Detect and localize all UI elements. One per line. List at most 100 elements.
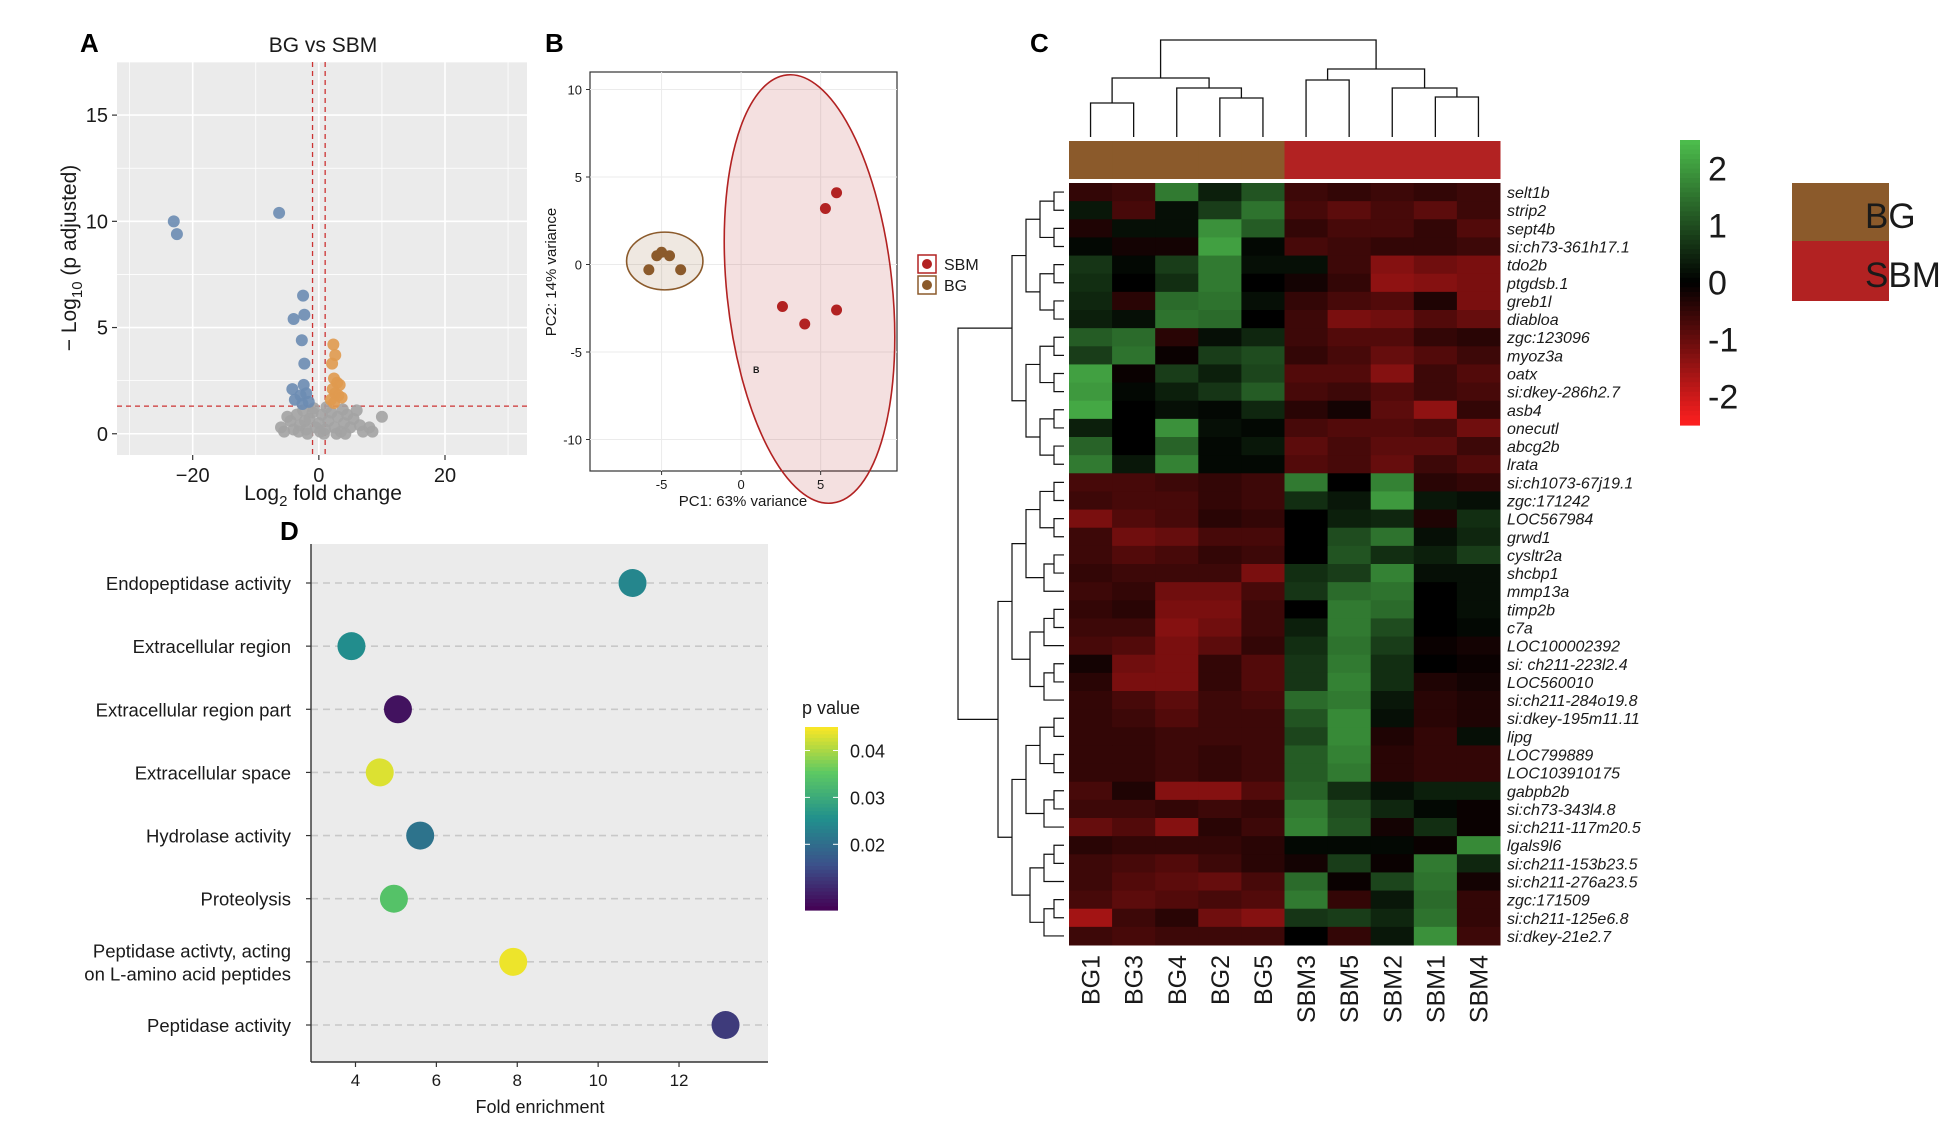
heatmap-cell [1069,745,1113,765]
heatmap-cell [1069,781,1113,801]
heatmap-cell [1284,763,1329,783]
heatmap-cell [1413,255,1458,275]
volcano-point-down [273,206,286,219]
heatmap-cell [1112,291,1156,311]
heatmap-cell [1284,836,1329,855]
pca-legend-dot-sbm [922,259,932,269]
volcano-y-tick-label: 5 [97,318,108,340]
heatmap-cell [1241,763,1285,783]
heatmap-cell [1069,237,1113,257]
heatmap-cell [1155,219,1199,238]
heatmap-cell [1327,201,1372,220]
heatmap-cell [1456,183,1501,202]
heatmap-cell [1069,564,1113,583]
heatmap-cell [1327,600,1372,619]
heatmap-cell [1456,654,1501,674]
heatmap-cell [1284,291,1329,311]
color-scale-step [1680,320,1700,326]
heatmap-cell [1069,346,1113,365]
heatmap-cell [1284,890,1329,910]
color-scale-tick-label: 2 [1708,151,1727,189]
heatmap-cell [1370,183,1415,202]
heatmap-cell [1198,545,1242,565]
heatmap-cell [1284,273,1329,293]
heatmap-cell [1112,908,1156,928]
heatmap-cell [1198,763,1242,783]
color-scale-step [1680,396,1700,402]
heatmap-cell [1069,636,1113,656]
group-legend-label-sbm: SBM [1865,256,1941,295]
heatmap-cell [1456,545,1501,565]
heatmap-cell [1327,564,1372,583]
color-scale-step [1680,301,1700,307]
heatmap-cell [1112,709,1156,728]
panel-label-a: A [80,28,99,58]
heatmap-cell [1327,854,1372,873]
heatmap-cell [1069,654,1113,674]
row-dendro-link [1029,631,1044,688]
heatmap-cell [1370,691,1415,710]
heatmap-cell [1370,709,1415,728]
heatmap-cell [1198,799,1242,819]
heatmap-cell [1155,727,1199,746]
volcano-y-axis-label: − Log10 (p adjusted) [58,165,86,352]
heatmap-cell [1370,781,1415,801]
heatmap-cell [1327,763,1372,783]
heatmap-cell [1284,545,1329,565]
col-dendro-link [1305,79,1350,137]
heatmap-cell [1413,564,1458,583]
row-dendro-link [1025,363,1040,438]
heatmap-cell [1413,491,1458,511]
heatmap-cell [1155,437,1199,456]
heatmap-cell [1413,582,1458,601]
heatmap-cell [1456,618,1501,638]
heatmap-cell [1112,781,1156,801]
col-dendro-link [1089,102,1135,137]
row-dendro-link [1039,200,1054,239]
volcano-point-ns [375,410,388,423]
heatmap-cell [1198,328,1242,347]
heatmap-cell [1198,437,1242,456]
heatmap-row-label: onecutl [1507,421,1559,438]
enrichment-legend-step [805,858,838,864]
heatmap-row-label: LOC567984 [1507,512,1593,529]
heatmap-cell [1069,799,1113,819]
volcano-thresholds [117,62,527,455]
pca-point-sbm [831,304,843,316]
heatmap-cell [1112,364,1156,384]
pca-y-tick-label: -5 [570,345,582,360]
volcano-x-axis-label: Log2 fold change [244,482,402,510]
heatmap-cell [1456,745,1501,765]
heatmap-cell [1413,237,1458,257]
enrichment-term-label: on L-amino acid peptides [84,963,291,984]
heatmap-group-cell-sbm [1456,141,1501,179]
enrichment-legend-step [805,811,838,816]
enrichment-points [337,569,740,1039]
heatmap-cell [1241,745,1285,765]
enrichment-x-tick-label: 10 [589,1071,608,1090]
volcano-x-label-sub: 2 [279,493,287,510]
heatmap-cell [1284,854,1329,873]
heatmap-cell [1069,291,1113,311]
heatmap-cell [1069,491,1113,511]
heatmap-cell [1456,255,1501,275]
row-dendro-link [1029,867,1044,923]
heatmap-cell [1370,564,1415,583]
heatmap-cell [1155,799,1199,819]
heatmap-cell [1241,382,1285,402]
heatmap-cell [1069,618,1113,638]
enrichment-legend-step [805,847,838,853]
row-dendro-link [1053,191,1064,211]
heatmap-cell [1284,654,1329,674]
heatmap-cell [1413,364,1458,384]
heatmap-cell [1241,237,1285,257]
enrichment-legend-step [805,902,838,907]
heatmap-cell [1327,328,1372,347]
heatmap-cell [1241,691,1285,710]
heatmap-cell [1370,727,1415,746]
heatmap-cell [1284,781,1329,801]
heatmap-cell [1456,727,1501,746]
enrichment-legend-step [805,840,838,845]
volcano-grid [117,61,527,455]
heatmap-cell [1284,237,1329,257]
